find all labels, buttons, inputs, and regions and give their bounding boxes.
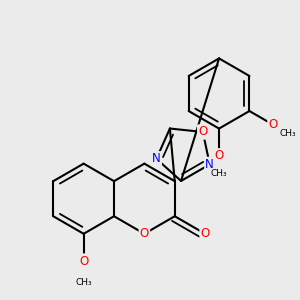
Text: N: N [152, 152, 161, 165]
Text: CH₃: CH₃ [280, 129, 296, 138]
Text: CH₃: CH₃ [211, 169, 227, 178]
Text: O: O [79, 255, 88, 268]
Text: O: O [198, 125, 208, 139]
Text: O: O [140, 227, 149, 240]
Text: O: O [214, 149, 224, 162]
Text: N: N [205, 158, 214, 171]
Text: O: O [200, 227, 210, 240]
Text: O: O [268, 118, 278, 131]
Text: CH₃: CH₃ [75, 278, 92, 287]
